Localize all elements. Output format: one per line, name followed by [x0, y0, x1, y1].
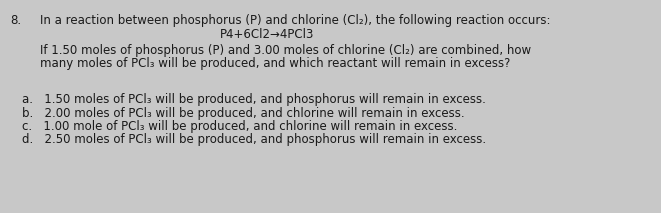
Text: 8.: 8.: [10, 14, 21, 27]
Text: b.   2.00 moles of PCl₃ will be produced, and chlorine will remain in excess.: b. 2.00 moles of PCl₃ will be produced, …: [22, 107, 465, 120]
Text: If 1.50 moles of phosphorus (P) and 3.00 moles of chlorine (Cl₂) are combined, h: If 1.50 moles of phosphorus (P) and 3.00…: [40, 44, 531, 57]
Text: c.   1.00 mole of PCl₃ will be produced, and chlorine will remain in excess.: c. 1.00 mole of PCl₃ will be produced, a…: [22, 120, 457, 133]
Text: d.   2.50 moles of PCl₃ will be produced, and phosphorus will remain in excess.: d. 2.50 moles of PCl₃ will be produced, …: [22, 133, 486, 146]
Text: a.   1.50 moles of PCl₃ will be produced, and phosphorus will remain in excess.: a. 1.50 moles of PCl₃ will be produced, …: [22, 93, 486, 106]
Text: many moles of PCl₃ will be produced, and which reactant will remain in excess?: many moles of PCl₃ will be produced, and…: [40, 57, 510, 70]
Text: P4+6Cl2→4PCl3: P4+6Cl2→4PCl3: [220, 28, 315, 41]
Text: In a reaction between phosphorus (P) and chlorine (Cl₂), the following reaction : In a reaction between phosphorus (P) and…: [40, 14, 551, 27]
